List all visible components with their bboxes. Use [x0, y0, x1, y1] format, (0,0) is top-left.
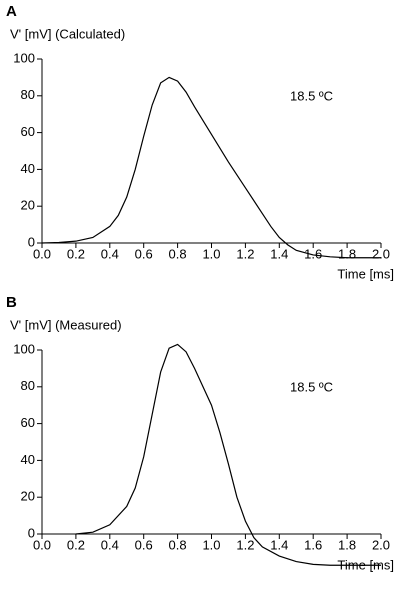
y-tick-label: 60 — [21, 124, 35, 139]
y-tick-label: 0 — [28, 525, 35, 540]
x-tick-label: 1.2 — [236, 537, 254, 552]
y-axis-label: V' [mV] (Calculated) — [10, 26, 125, 41]
y-tick-label: 100 — [13, 50, 35, 65]
x-tick-label: 1.8 — [338, 246, 356, 261]
x-tick-label: 0.2 — [67, 246, 85, 261]
data-line — [75, 343, 381, 566]
x-axis-label: Time [ms] — [337, 266, 394, 281]
x-tick-label: 0.6 — [135, 537, 153, 552]
x-tick-label: 0.2 — [67, 537, 85, 552]
x-tick-label: 0.6 — [135, 246, 153, 261]
y-tick-label: 20 — [21, 489, 35, 504]
x-tick-label: 1.0 — [202, 537, 220, 552]
x-tick-label: 1.0 — [202, 246, 220, 261]
x-tick-label: 2.0 — [372, 537, 390, 552]
y-tick-label: 60 — [21, 415, 35, 430]
y-tick-label: 20 — [21, 198, 35, 213]
x-tick-label: 1.6 — [304, 537, 322, 552]
y-tick-label: 0 — [28, 234, 35, 249]
y-tick-label: 80 — [21, 87, 35, 102]
panel-label: A — [6, 3, 17, 20]
y-tick-label: 100 — [13, 341, 35, 356]
x-tick-label: 1.8 — [338, 537, 356, 552]
x-tick-label: 0.8 — [169, 537, 187, 552]
x-tick-label: 1.4 — [270, 246, 288, 261]
y-tick-label: 40 — [21, 452, 35, 467]
x-tick-label: 1.2 — [236, 246, 254, 261]
x-tick-label: 0.0 — [33, 537, 51, 552]
x-tick-label: 0.4 — [101, 537, 119, 552]
x-tick-label: 0.0 — [33, 246, 51, 261]
annotation: 18.5 ºC — [290, 379, 333, 394]
panel-label: B — [6, 294, 17, 311]
data-line — [41, 76, 381, 259]
annotation: 18.5 ºC — [290, 88, 333, 103]
y-tick-label: 40 — [21, 161, 35, 176]
y-tick-label: 80 — [21, 378, 35, 393]
x-tick-label: 2.0 — [372, 246, 390, 261]
x-tick-label: 0.4 — [101, 246, 119, 261]
x-tick-label: 0.8 — [169, 246, 187, 261]
x-tick-label: 1.6 — [304, 246, 322, 261]
x-tick-label: 1.4 — [270, 537, 288, 552]
y-axis-label: V' [mV] (Measured) — [10, 317, 122, 332]
